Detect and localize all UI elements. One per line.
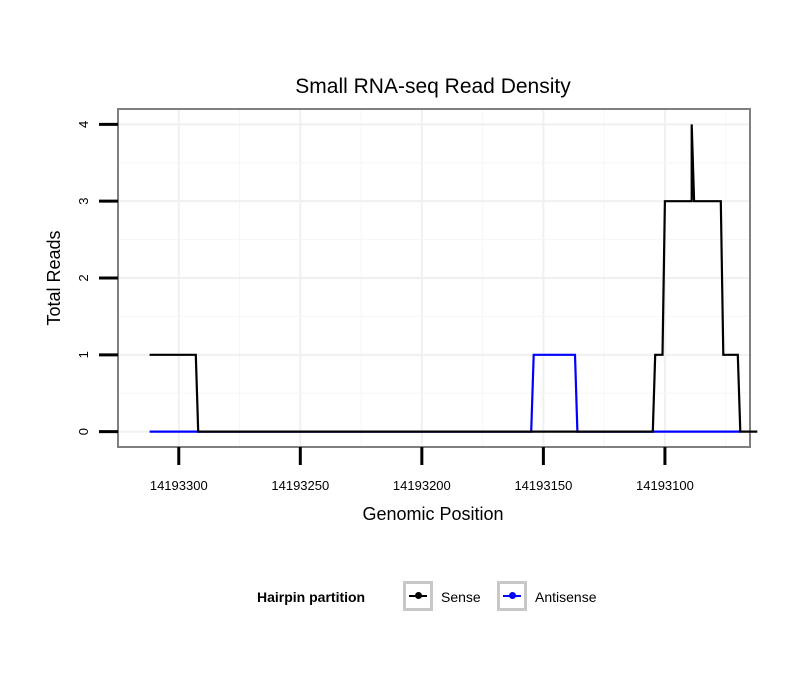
legend-title: Hairpin partition (257, 589, 366, 605)
legend-label-antisense: Antisense (535, 589, 597, 605)
y-axis: 0 1 2 3 4 (76, 121, 118, 435)
y-tick-label: 4 (76, 121, 91, 128)
x-tick-label: 14193300 (150, 478, 208, 493)
x-tick-label: 14193150 (514, 478, 572, 493)
legend-dot-sense (415, 592, 422, 599)
legend-key-antisense (497, 581, 527, 611)
legend-dot-antisense (509, 592, 516, 599)
y-tick-label: 1 (76, 351, 91, 358)
y-axis-label: Total Reads (44, 230, 64, 325)
x-tick-label: 14193250 (271, 478, 329, 493)
y-tick-label: 3 (76, 198, 91, 205)
series-layer (149, 124, 758, 433)
series-line-sense (149, 124, 758, 433)
legend-label-sense: Sense (441, 589, 481, 605)
chart-title: Small RNA-seq Read Density (295, 75, 571, 98)
grid-lines (118, 109, 750, 447)
legend: Hairpin partition Sense Antisense (0, 578, 810, 618)
legend-key-sense (403, 581, 433, 611)
x-tick-label: 14193200 (393, 478, 451, 493)
x-axis: 14193300 14193250 14193200 14193150 14193100 (150, 447, 694, 493)
y-tick-label: 2 (76, 274, 91, 281)
x-tick-label: 14193100 (636, 478, 694, 493)
y-tick-label: 0 (76, 428, 91, 435)
x-axis-label: Genomic Position (362, 504, 503, 524)
